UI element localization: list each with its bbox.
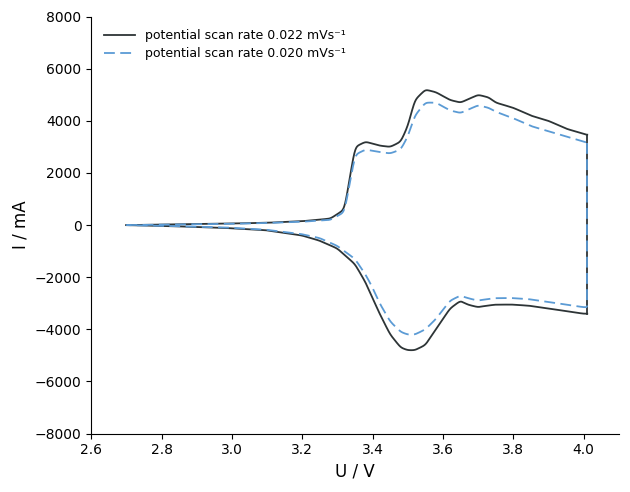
- Y-axis label: I / mA: I / mA: [11, 201, 29, 249]
- Legend: potential scan rate 0.022 mVs⁻¹, potential scan rate 0.020 mVs⁻¹: potential scan rate 0.022 mVs⁻¹, potenti…: [98, 23, 352, 66]
- X-axis label: U / V: U / V: [335, 463, 375, 481]
